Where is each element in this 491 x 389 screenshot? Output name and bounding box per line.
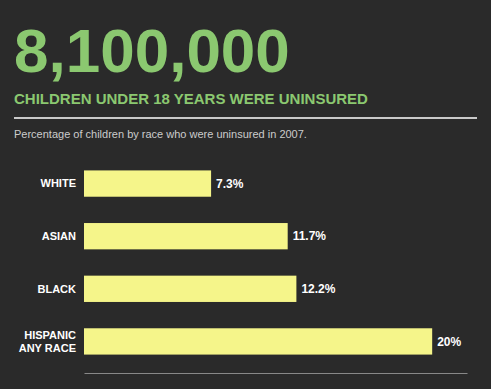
y-tick-label-line: WHITE: [41, 177, 76, 189]
y-axis: WHITE ASIAN BLACK HISPANICANY RACE: [19, 177, 76, 353]
data-labels: 7.3% 11.7% 12.2% 20%: [216, 177, 461, 349]
y-tick: WHITE: [41, 177, 76, 189]
plot: 7.3% 11.7% 12.2% 20% WHITE ASIAN BLACK HISPANIC…: [19, 170, 468, 373]
separator: [14, 117, 477, 119]
y-tick-label: HISPANICANY RACE: [19, 329, 76, 354]
y-tick: BLACK: [38, 283, 77, 295]
y-tick: HISPANICANY RACE: [19, 329, 76, 354]
chart: 8,100,000 CHILDREN UNDER 18 YEARS WERE UN…: [0, 0, 491, 389]
bar: [84, 328, 432, 354]
y-tick-label-line: HISPANIC: [24, 329, 76, 341]
x-axis-line: [85, 373, 468, 374]
y-tick-label: BLACK: [38, 283, 77, 295]
background: [0, 0, 491, 389]
data-label: 11.7%: [293, 229, 327, 243]
x-axis: [85, 373, 468, 374]
subtitle: CHILDREN UNDER 18 YEARS WERE UNINSURED: [14, 90, 368, 107]
y-tick-label: WHITE: [41, 177, 76, 189]
y-tick: ASIAN: [42, 230, 76, 242]
data-label: 12.2%: [301, 282, 335, 296]
caption: Percentage of children by race who were …: [14, 128, 307, 140]
y-tick-label: ASIAN: [42, 230, 76, 242]
y-tick-label-line: ANY RACE: [19, 342, 76, 354]
bars: [84, 170, 432, 354]
big-number: 8,100,000: [14, 16, 290, 85]
bar: [84, 170, 211, 196]
data-label: 20%: [437, 335, 461, 349]
y-tick-label-line: BLACK: [38, 283, 77, 295]
bar: [84, 223, 288, 249]
y-tick-label-line: ASIAN: [42, 230, 76, 242]
bar: [84, 276, 296, 302]
data-label: 7.3%: [216, 177, 244, 191]
